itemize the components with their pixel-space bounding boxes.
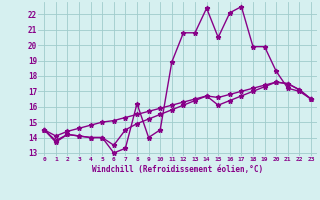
X-axis label: Windchill (Refroidissement éolien,°C): Windchill (Refroidissement éolien,°C) — [92, 165, 263, 174]
